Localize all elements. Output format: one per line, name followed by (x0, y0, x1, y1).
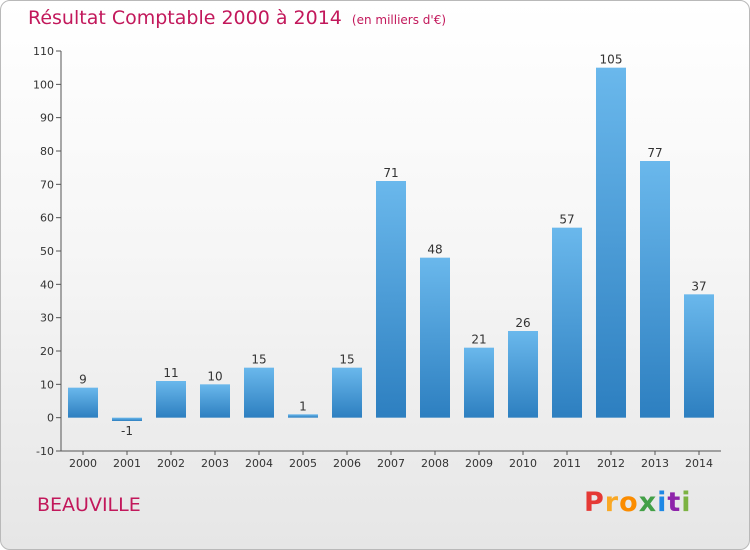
bar-2012 (596, 67, 626, 418)
value-label-2012: 105 (600, 53, 623, 67)
y-tick-label: 80 (40, 145, 54, 158)
logo-letter: t (667, 487, 682, 518)
x-tick-label-2014: 2014 (685, 457, 713, 470)
proxiti-logo[interactable]: Proxiti (584, 487, 692, 518)
x-tick-label-2000: 2000 (69, 457, 97, 470)
chart-title-block: Résultat Comptable 2000 à 2014 (en millie… (28, 7, 446, 29)
x-tick-label-2013: 2013 (641, 457, 669, 470)
y-tick-label: 10 (40, 378, 54, 391)
logo-letter: i (681, 487, 692, 518)
bar-2006 (332, 367, 362, 418)
y-tick-label: 40 (40, 278, 54, 291)
x-tick-label-2011: 2011 (553, 457, 581, 470)
y-tick-label: 110 (33, 45, 54, 58)
logo-letter: P (584, 487, 605, 518)
value-label-2006: 15 (339, 353, 354, 367)
value-label-2011: 57 (559, 213, 574, 227)
value-label-2000: 9 (79, 373, 87, 387)
chart-unit: (en milliers d'€) (351, 13, 447, 27)
value-label-2010: 26 (515, 316, 530, 330)
value-label-2003: 10 (207, 369, 222, 383)
y-tick-label: 50 (40, 245, 54, 258)
y-tick-label: 0 (47, 412, 54, 425)
x-tick-label-2012: 2012 (597, 457, 625, 470)
x-tick-label-2002: 2002 (157, 457, 185, 470)
chart-title: Résultat Comptable 2000 à 2014 (28, 7, 342, 29)
value-label-2002: 11 (163, 366, 178, 380)
y-tick-label: -10 (36, 445, 54, 458)
bar-2008 (420, 257, 450, 418)
y-tick-label: 90 (40, 112, 54, 125)
x-tick-label-2006: 2006 (333, 457, 361, 470)
value-label-2008: 48 (427, 243, 442, 257)
logo-letter: r (604, 487, 620, 518)
value-label-2004: 15 (251, 353, 266, 367)
x-tick-label-2004: 2004 (245, 457, 273, 470)
value-label-2014: 37 (691, 279, 706, 293)
bar-2011 (552, 227, 582, 418)
value-label-2013: 77 (647, 146, 662, 160)
x-tick-label-2001: 2001 (113, 457, 141, 470)
y-tick-label: 70 (40, 178, 54, 191)
logo-letter: x (638, 487, 658, 518)
value-label-2001: -1 (121, 424, 133, 438)
logo-letter: i (657, 487, 668, 518)
bar-2005 (288, 414, 318, 418)
bar-2001 (112, 417, 142, 421)
bar-2009 (464, 347, 494, 418)
x-tick-label-2005: 2005 (289, 457, 317, 470)
logo-letter: o (619, 487, 639, 518)
bar-2014 (684, 294, 714, 418)
bar-2007 (376, 181, 406, 418)
x-tick-label-2007: 2007 (377, 457, 405, 470)
x-tick-label-2003: 2003 (201, 457, 229, 470)
y-tick-label: 100 (33, 78, 54, 91)
y-tick-label: 30 (40, 312, 54, 325)
bar-2010 (508, 331, 538, 418)
value-label-2005: 1 (299, 399, 307, 413)
y-tick-label: 20 (40, 345, 54, 358)
y-tick-label: 60 (40, 212, 54, 225)
commune-name: BEAUVILLE (37, 494, 141, 516)
x-tick-label-2009: 2009 (465, 457, 493, 470)
x-tick-label-2008: 2008 (421, 457, 449, 470)
x-tick-label-2010: 2010 (509, 457, 537, 470)
value-label-2009: 21 (471, 333, 486, 347)
bar-2004 (244, 367, 274, 418)
bar-2003 (200, 384, 230, 418)
bar-2013 (640, 161, 670, 418)
value-label-2007: 71 (383, 166, 398, 180)
bar-2000 (68, 387, 98, 418)
bar-2002 (156, 381, 186, 418)
